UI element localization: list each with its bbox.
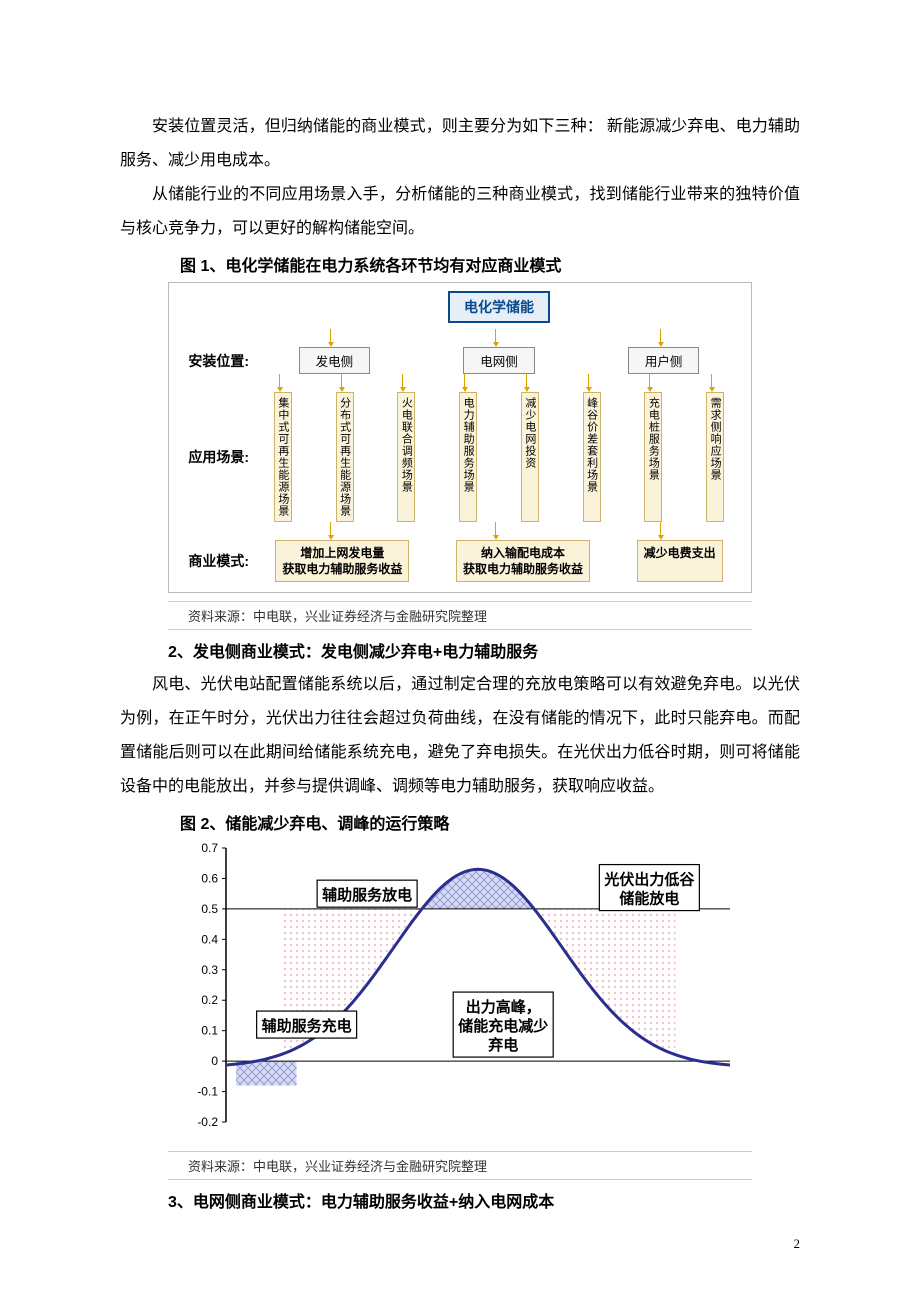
scene-user-0: 峰谷价差套利场景 bbox=[583, 392, 601, 522]
node-root: 电化学储能 bbox=[448, 291, 550, 323]
svg-text:出力高峰，: 出力高峰， bbox=[466, 998, 541, 1016]
row-label-scene: 应用场景: bbox=[177, 447, 249, 467]
node-install-gen: 发电侧 bbox=[299, 347, 371, 374]
paragraph-2: 从储能行业的不同应用场景入手，分析储能的三种商业模式，找到储能行业带来的独特价值… bbox=[120, 178, 800, 246]
svg-text:光伏出力低谷: 光伏出力低谷 bbox=[603, 871, 695, 889]
scene-user-1: 充电桩服务场景 bbox=[644, 392, 662, 522]
scene-gen-1: 分布式可再生能源场景 bbox=[336, 392, 354, 522]
svg-text:辅助服务放电: 辅助服务放电 bbox=[322, 886, 412, 904]
heading-3: 3、电网侧商业模式：电力辅助服务收益+纳入电网成本 bbox=[168, 1188, 800, 1212]
node-install-user: 用户侧 bbox=[628, 347, 700, 374]
svg-text:-0.2: -0.2 bbox=[197, 1115, 218, 1129]
paragraph-3: 风电、光伏电站配置储能系统以后，通过制定合理的充放电策略可以有效避免弃电。以光伏… bbox=[120, 668, 800, 804]
node-install-grid: 电网侧 bbox=[463, 347, 535, 374]
svg-text:0: 0 bbox=[211, 1054, 218, 1068]
svg-text:弃电: 弃电 bbox=[488, 1036, 518, 1054]
scene-grid-1: 减少电网投资 bbox=[521, 392, 539, 522]
row-label-install: 安装位置: bbox=[177, 351, 249, 371]
svg-text:0.4: 0.4 bbox=[201, 932, 218, 946]
figure2-title: 图 2、储能减少弃电、调峰的运行策略 bbox=[180, 810, 800, 834]
figure2-chart: -0.2 -0.1 0 0.1 0.2 0.3 0.4 0.5 0.6 0.7 辅助服务放电 光伏出力… bbox=[180, 840, 740, 1145]
svg-text:0.6: 0.6 bbox=[201, 871, 218, 885]
svg-text:储能充电减少: 储能充电减少 bbox=[458, 1017, 548, 1035]
svg-text:0.7: 0.7 bbox=[201, 841, 218, 855]
scene-user-2: 需求侧响应场景 bbox=[706, 392, 724, 522]
figure1-title: 图 1、电化学储能在电力系统各环节均有对应商业模式 bbox=[180, 252, 800, 276]
figure1-source: 资料来源：中电联，兴业证券经济与金融研究院整理 bbox=[188, 606, 752, 625]
svg-text:辅助服务充电: 辅助服务充电 bbox=[262, 1017, 352, 1035]
svg-text:0.1: 0.1 bbox=[201, 1024, 218, 1038]
paragraph-1: 安装位置灵活，但归纳储能的商业模式，则主要分为如下三种： 新能源减少弃电、电力辅… bbox=[120, 110, 800, 178]
svg-text:储能放电: 储能放电 bbox=[619, 890, 679, 908]
row-label-biz: 商业模式: bbox=[177, 551, 249, 571]
figure2-source: 资料来源：中电联，兴业证券经济与金融研究院整理 bbox=[188, 1156, 752, 1175]
scene-grid-0: 电力辅助服务场景 bbox=[459, 392, 477, 522]
svg-text:0.3: 0.3 bbox=[201, 963, 218, 977]
figure1-diagram: 电化学储能 安装位置: 发电侧 电网侧 用户侧 应用场景: 集中式可再生能源场景… bbox=[168, 282, 752, 593]
page-number: 2 bbox=[794, 1236, 801, 1252]
scene-gen-2: 火电联合调频场景 bbox=[397, 392, 415, 522]
biz-grid: 纳入输配电成本 获取电力辅助服务收益 bbox=[456, 540, 590, 582]
svg-text:-0.1: -0.1 bbox=[197, 1085, 218, 1099]
svg-text:0.5: 0.5 bbox=[201, 902, 218, 916]
biz-user: 减少电费支出 bbox=[637, 540, 723, 582]
biz-gen: 增加上网发电量 获取电力辅助服务收益 bbox=[275, 540, 409, 582]
svg-text:0.2: 0.2 bbox=[201, 993, 218, 1007]
heading-2: 2、发电侧商业模式：发电侧减少弃电+电力辅助服务 bbox=[168, 638, 800, 662]
scene-gen-0: 集中式可再生能源场景 bbox=[274, 392, 292, 522]
